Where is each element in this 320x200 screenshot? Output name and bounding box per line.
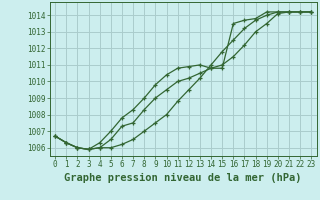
X-axis label: Graphe pression niveau de la mer (hPa): Graphe pression niveau de la mer (hPa)	[64, 173, 302, 183]
